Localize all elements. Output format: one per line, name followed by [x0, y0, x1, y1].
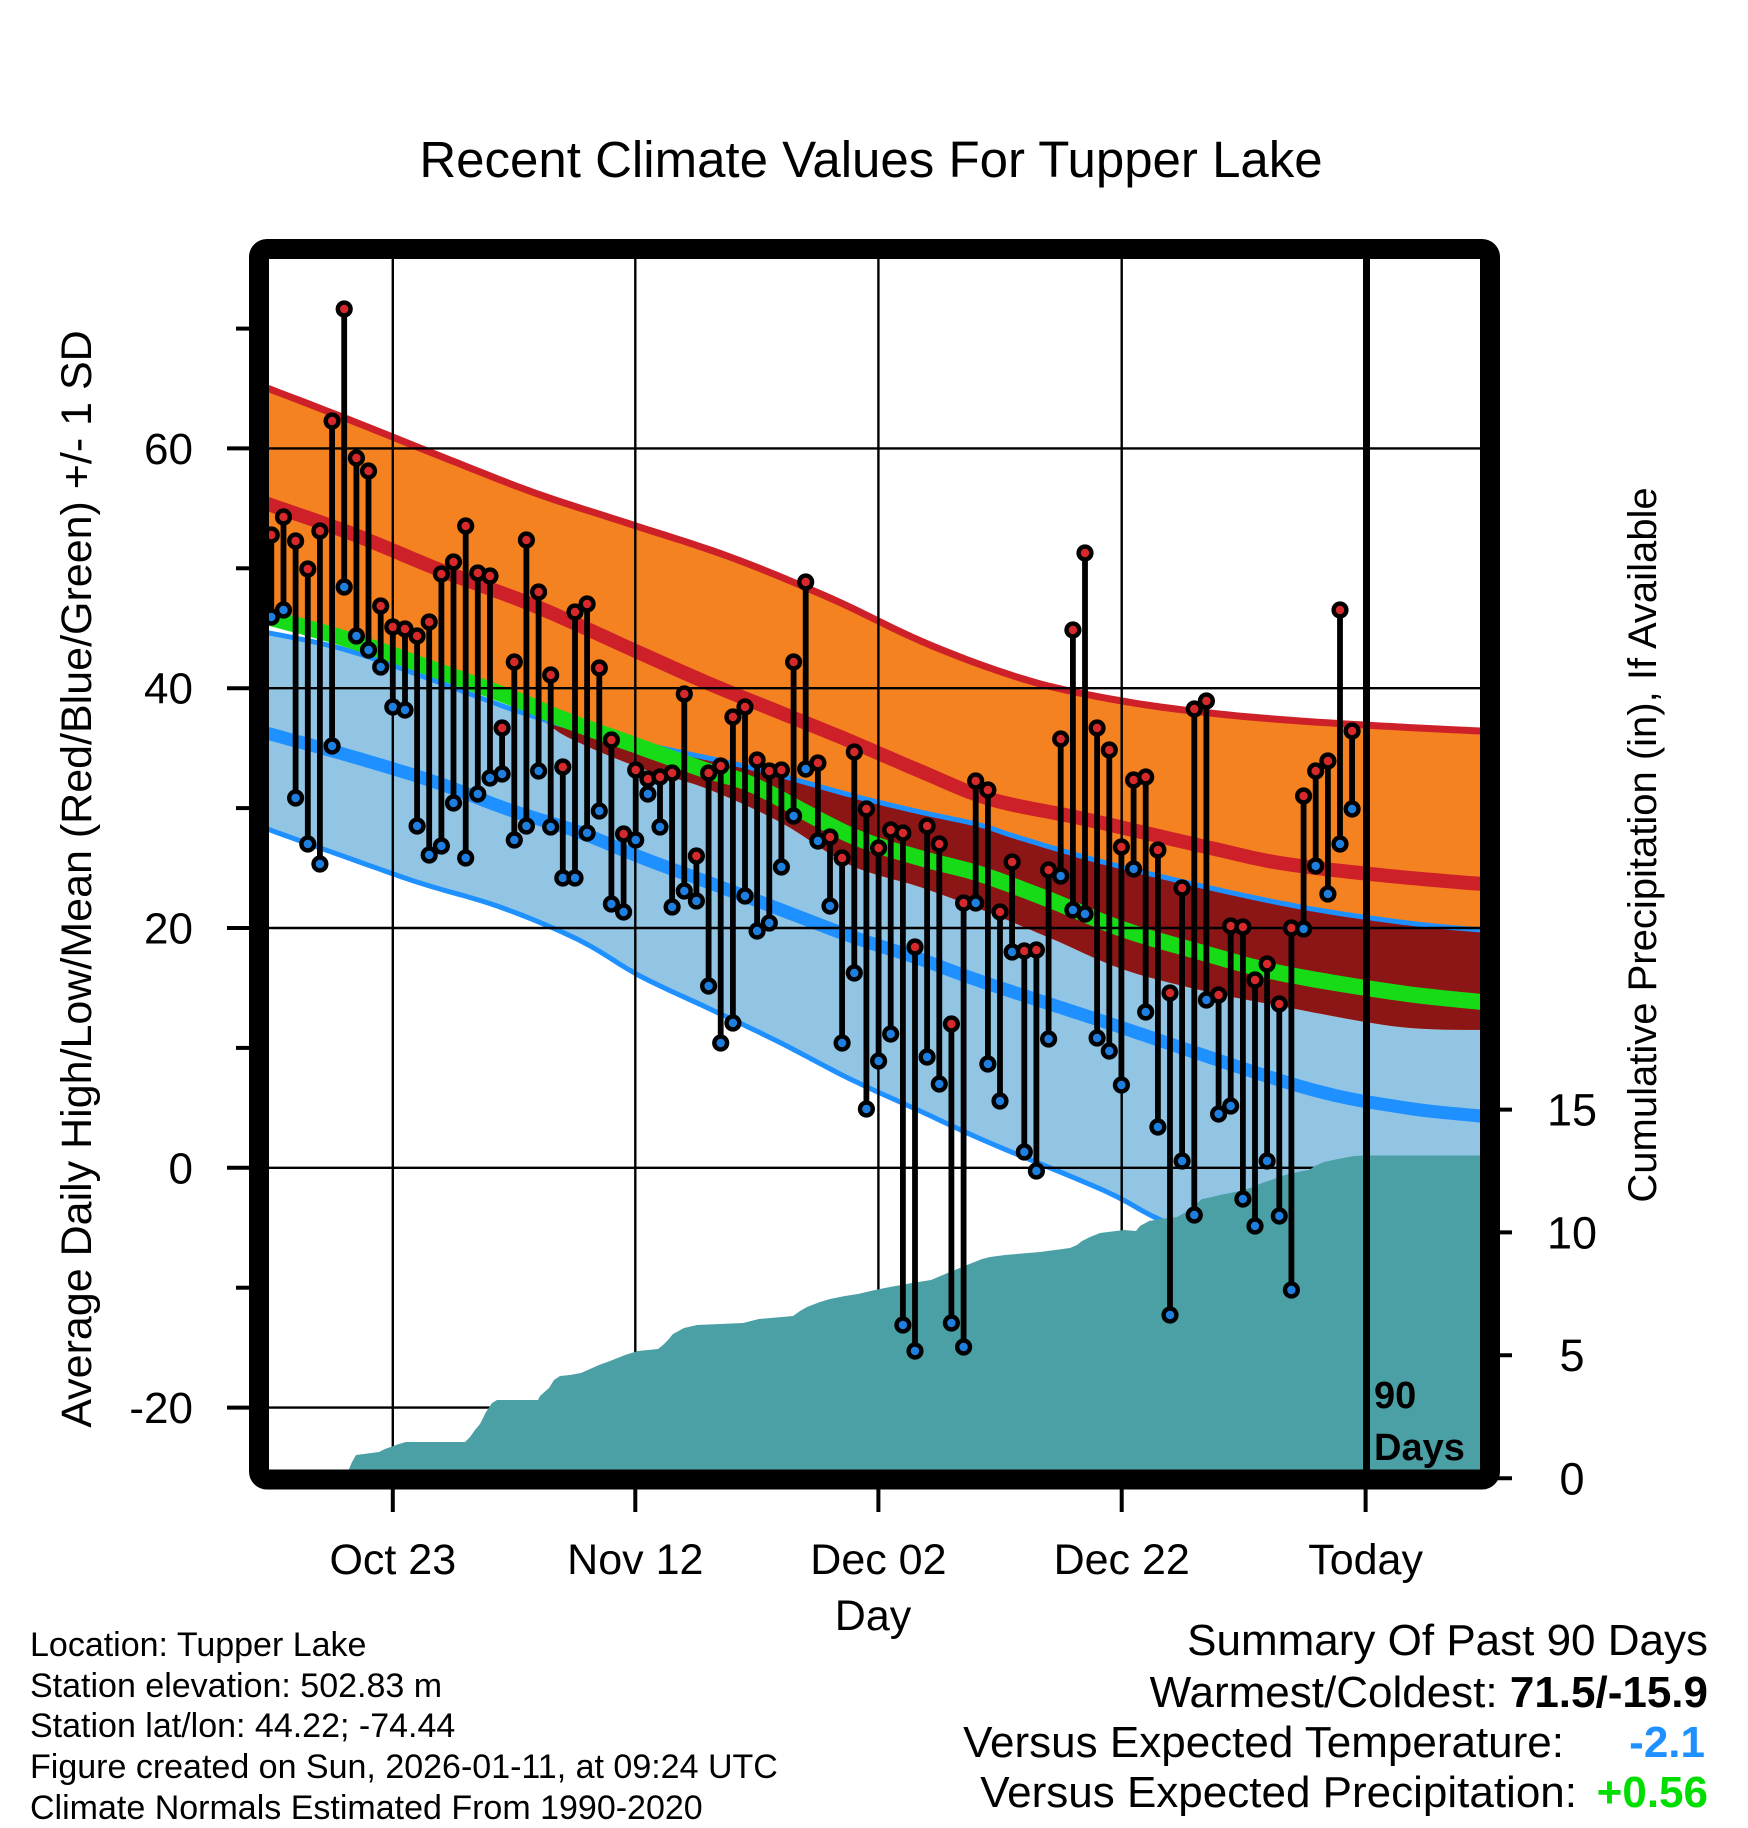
svg-text:Oct 23: Oct 23	[329, 1536, 456, 1584]
svg-text:-20: -20	[129, 1384, 193, 1433]
svg-text:Warmest/Coldest: 71.5/-15.9: Warmest/Coldest: 71.5/-15.9	[1150, 1668, 1708, 1717]
svg-text:Figure created on Sun, 2026-01: Figure created on Sun, 2026-01-11, at 09…	[30, 1748, 778, 1786]
svg-text:Today: Today	[1308, 1536, 1423, 1584]
svg-text:15: 15	[1547, 1085, 1597, 1136]
svg-text:Versus Expected Temperature:: Versus Expected Temperature:	[963, 1718, 1564, 1767]
svg-text:Summary Of Past 90 Days: Summary Of Past 90 Days	[1187, 1616, 1708, 1665]
svg-text:-2.1: -2.1	[1629, 1718, 1705, 1767]
svg-text:Nov 12: Nov 12	[567, 1536, 703, 1584]
svg-text:Station elevation: 502.83 m: Station elevation: 502.83 m	[30, 1667, 442, 1705]
svg-text:10: 10	[1547, 1207, 1597, 1258]
svg-text:20: 20	[144, 905, 193, 954]
svg-text:Days: Days	[1374, 1427, 1465, 1469]
svg-text:90: 90	[1374, 1375, 1416, 1417]
svg-text:60: 60	[144, 425, 193, 474]
svg-text:0: 0	[169, 1144, 193, 1193]
svg-text:Location: Tupper Lake: Location: Tupper Lake	[30, 1626, 366, 1664]
svg-text:40: 40	[144, 665, 193, 714]
svg-text:Climate Normals Estimated From: Climate Normals Estimated From 1990-2020	[30, 1789, 703, 1827]
svg-text:Station lat/lon: 44.22; -74.44: Station lat/lon: 44.22; -74.44	[30, 1707, 455, 1745]
svg-text:Versus Expected Precipitation:: Versus Expected Precipitation:	[980, 1768, 1577, 1817]
svg-text:Cumulative Precipitation (in),: Cumulative Precipitation (in), If Availa…	[1621, 487, 1665, 1202]
svg-text:Average Daily High/Low/Mean (R: Average Daily High/Low/Mean (Red/Blue/Gr…	[53, 330, 101, 1427]
svg-text:0: 0	[1559, 1453, 1584, 1504]
svg-text:Dec 02: Dec 02	[810, 1536, 946, 1584]
svg-text:+0.56: +0.56	[1597, 1768, 1708, 1817]
svg-text:Day: Day	[835, 1592, 912, 1640]
svg-text:Dec 22: Dec 22	[1054, 1536, 1190, 1584]
svg-text:Recent Climate Values For Tupp: Recent Climate Values For Tupper Lake	[419, 131, 1322, 188]
svg-text:5: 5	[1559, 1330, 1584, 1381]
